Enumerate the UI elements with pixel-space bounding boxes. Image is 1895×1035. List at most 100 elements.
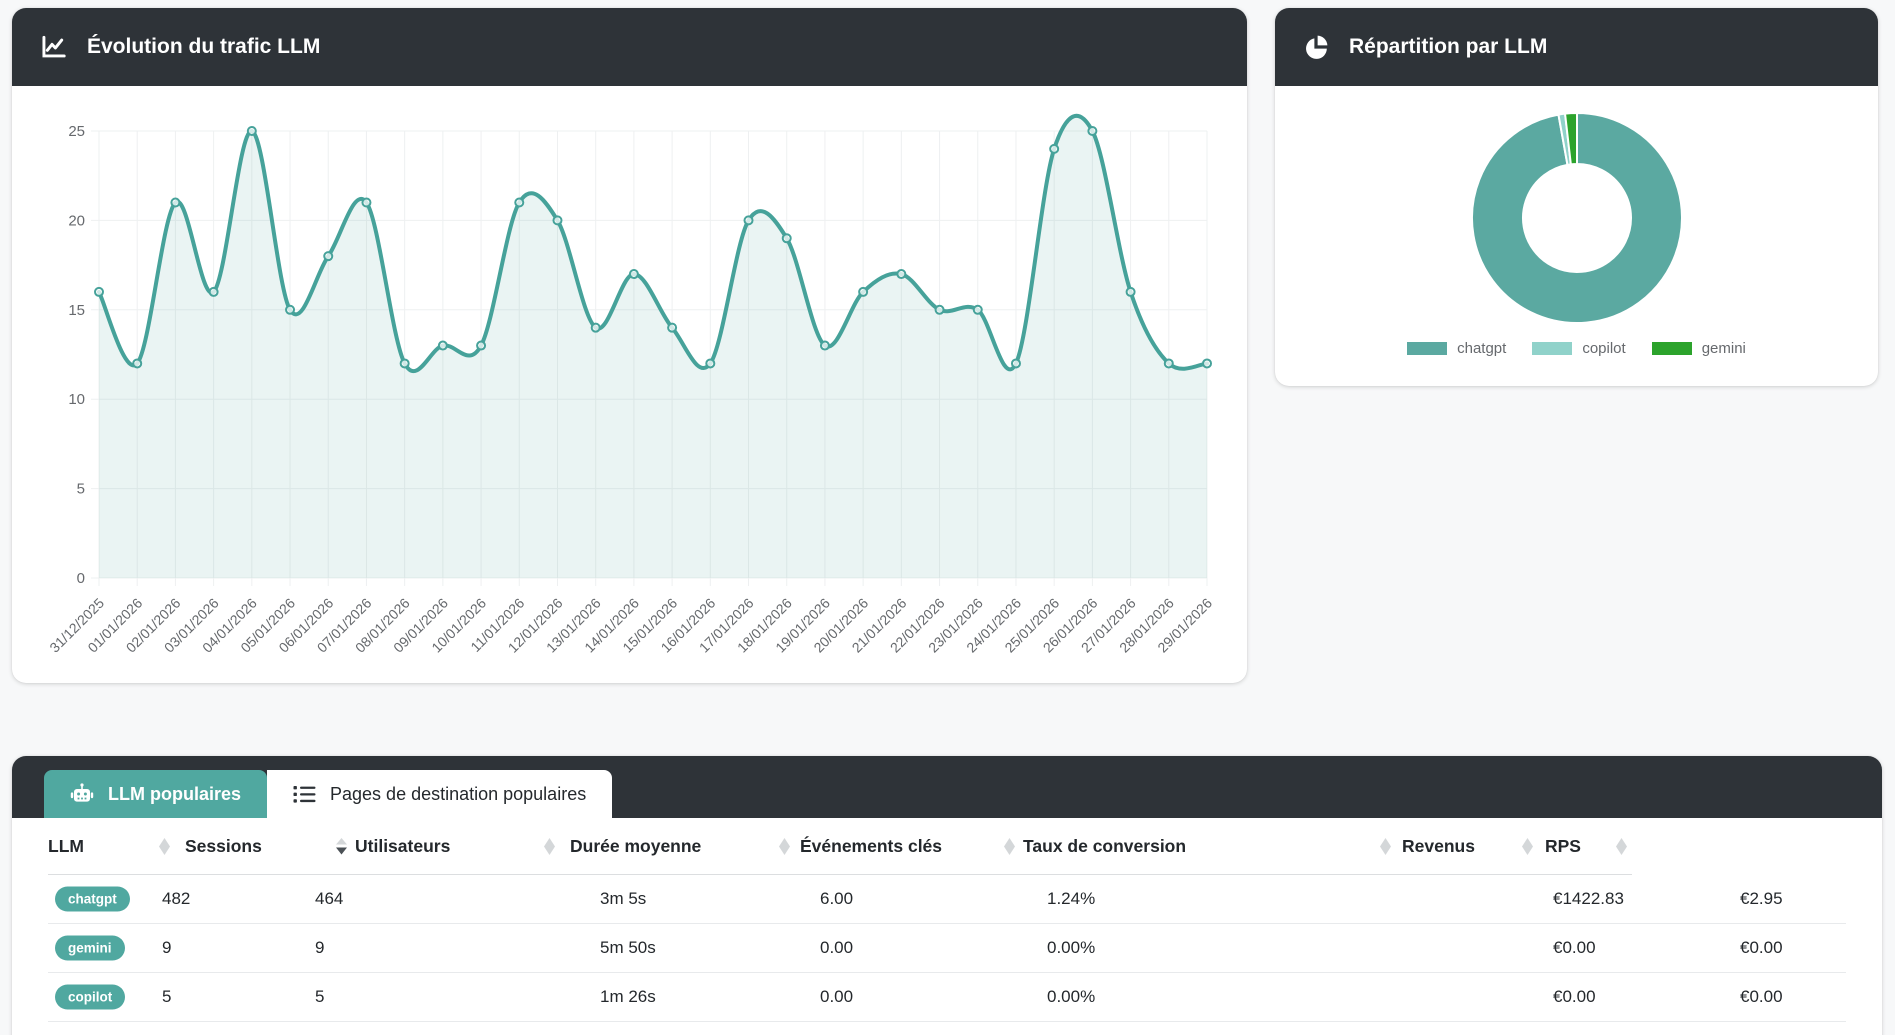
cell-llm: chatgpt — [55, 886, 130, 912]
column-header-avg_duration[interactable]: Durée moyenne — [570, 818, 790, 875]
data-point[interactable] — [858, 286, 869, 297]
column-header-label: LLM — [48, 836, 84, 856]
legend-item-gemini[interactable]: gemini — [1651, 340, 1746, 357]
cell-llm: copilot — [55, 984, 126, 1010]
donut-slice-chatgpt[interactable] — [1470, 111, 1683, 324]
data-point[interactable] — [132, 358, 143, 369]
legend-swatch-chatgpt — [1407, 342, 1448, 355]
tab-pages-destination-label: Pages de destination populaires — [330, 783, 587, 804]
data-point[interactable] — [208, 286, 219, 297]
y-tick-label: 5 — [77, 481, 85, 498]
sort-icon — [1004, 838, 1015, 855]
legend-item-chatgpt[interactable]: chatgpt — [1407, 340, 1506, 357]
cell-users: 464 — [315, 889, 344, 908]
cell-revenue: €0.00 — [1553, 987, 1596, 1006]
traffic-card-header: Évolution du trafic LLM — [12, 8, 1247, 86]
column-header-revenue[interactable]: Revenus — [1402, 818, 1533, 875]
column-header-key_events[interactable]: Événements clés — [800, 818, 1015, 875]
data-point[interactable] — [476, 340, 487, 351]
tab-bar: LLM populaires Pages de destination popu… — [12, 756, 1882, 818]
cell-avg_duration: 1m 26s — [600, 987, 656, 1006]
cell-revenue: €0.00 — [1553, 938, 1596, 957]
column-header-label: Durée moyenne — [570, 836, 702, 856]
data-point[interactable] — [628, 269, 639, 280]
traffic-evolution-card: Évolution du trafic LLM 0 5 10 15 20 25 31/12/… — [12, 8, 1247, 683]
legend-label: gemini — [1701, 340, 1746, 357]
data-point[interactable] — [896, 269, 907, 280]
data-point[interactable] — [1163, 358, 1174, 369]
llm-repartition-card: Répartition par LLM chatgpt copilot gemini — [1275, 8, 1878, 386]
column-header-users[interactable]: Utilisateurs — [355, 818, 555, 875]
column-header-label: RPS — [1545, 836, 1581, 856]
y-tick-label: 15 — [68, 302, 85, 319]
data-point[interactable] — [361, 197, 372, 208]
table-header-row: LLM Sessions Utilisateurs Durée moyenne Évén… — [48, 818, 1846, 875]
donut-card-title: Répartition par LLM — [1349, 35, 1548, 58]
legend-label: copilot — [1582, 340, 1626, 357]
column-header-label: Revenus — [1402, 836, 1475, 856]
cell-rps: €2.95 — [1740, 889, 1783, 908]
y-tick-label: 20 — [68, 212, 85, 229]
column-header-label: Utilisateurs — [355, 836, 451, 856]
column-header-conversion_rate[interactable]: Taux de conversion — [1023, 818, 1391, 875]
data-point[interactable] — [514, 197, 525, 208]
data-point[interactable] — [934, 304, 945, 315]
table-row-gemini: gemini 9 9 5m 50s 0.00 0.00% €0.00 €0.00 — [48, 924, 1846, 973]
data-point[interactable] — [323, 251, 334, 262]
column-header-label: Événements clés — [800, 836, 943, 856]
data-point[interactable] — [781, 233, 792, 244]
data-point[interactable] — [246, 126, 257, 136]
llm-badge-gemini: gemini — [55, 935, 125, 961]
data-point[interactable] — [590, 322, 601, 333]
data-point[interactable] — [1202, 358, 1212, 369]
data-point[interactable] — [285, 304, 296, 315]
popular-llm-card: LLM populaires Pages de destination popu… — [12, 756, 1882, 1035]
data-point[interactable] — [552, 215, 563, 226]
data-point[interactable] — [972, 304, 983, 315]
column-header-label: Sessions — [185, 836, 262, 856]
data-point[interactable] — [94, 286, 104, 297]
y-tick-label: 0 — [77, 570, 85, 587]
sort-icon — [544, 838, 555, 855]
llm-table: LLM Sessions Utilisateurs Durée moyenne Évén… — [48, 818, 1846, 1022]
data-point[interactable] — [170, 197, 181, 208]
data-point[interactable] — [667, 322, 678, 333]
donut-slice-gemini[interactable] — [1563, 111, 1578, 166]
sort-desc-icon — [336, 838, 347, 855]
y-tick-label: 25 — [68, 123, 85, 140]
data-point[interactable] — [819, 340, 830, 351]
cell-llm: gemini — [55, 935, 125, 961]
sort-icon — [1380, 838, 1391, 855]
legend-item-copilot[interactable]: copilot — [1532, 340, 1626, 357]
data-point[interactable] — [1049, 143, 1060, 154]
column-header-sessions[interactable]: Sessions — [185, 818, 347, 875]
sort-icon — [1616, 838, 1627, 855]
data-point[interactable] — [1087, 126, 1098, 136]
donut-legend: chatgpt copilot gemini — [1407, 340, 1746, 357]
robot-icon — [70, 783, 94, 802]
line-chart-icon — [42, 35, 66, 57]
data-point[interactable] — [743, 215, 754, 226]
tab-llm-populaires[interactable]: LLM populaires — [44, 770, 268, 818]
donut-body: chatgpt copilot gemini — [1275, 86, 1878, 357]
sort-icon — [1522, 838, 1533, 855]
data-point[interactable] — [399, 358, 410, 369]
column-header-label: Taux de conversion — [1023, 836, 1187, 856]
llm-badge-copilot: copilot — [55, 984, 126, 1010]
cell-conversion_rate: 0.00% — [1047, 987, 1096, 1006]
data-point[interactable] — [705, 358, 716, 369]
pie-chart-icon — [1306, 35, 1328, 59]
data-point[interactable] — [437, 340, 448, 351]
data-point[interactable] — [1125, 286, 1136, 297]
column-header-llm[interactable]: LLM — [48, 818, 170, 875]
traffic-line-chart[interactable]: 051015202531/12/202501/01/202602/01/2026… — [12, 86, 1247, 683]
traffic-card-title: Évolution du trafic LLM — [87, 35, 321, 58]
llm-donut-chart[interactable] — [1467, 108, 1687, 328]
column-header-rps[interactable]: RPS — [1545, 818, 1627, 875]
y-tick-label: 10 — [68, 391, 85, 408]
table-body: chatgpt 482 464 3m 5s 6.00 1.24% €1422.83 €2.95… — [48, 875, 1846, 1022]
cell-key_events: 6.00 — [820, 889, 854, 908]
data-point[interactable] — [1010, 358, 1021, 369]
tab-pages-destination[interactable]: Pages de destination populaires — [267, 770, 613, 818]
